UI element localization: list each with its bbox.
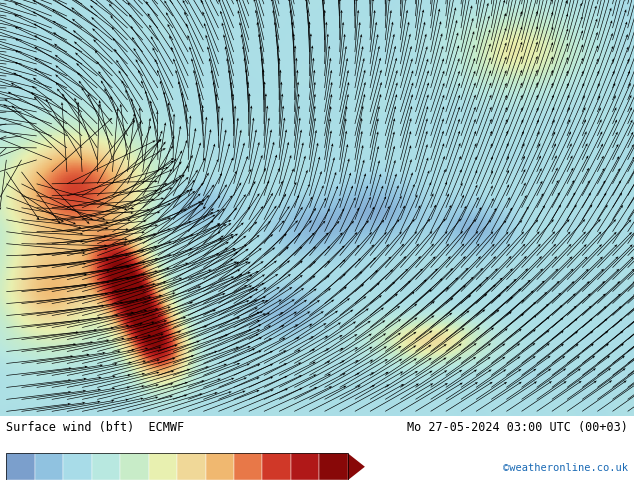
Text: ©weatheronline.co.uk: ©weatheronline.co.uk [503,463,628,473]
Bar [177,453,205,480]
FancyArrow shape [348,453,365,480]
Bar [262,453,291,480]
Bar [291,453,320,480]
Bar [63,453,92,480]
Bar [6,453,35,480]
Text: Mo 27-05-2024 03:00 UTC (00+03): Mo 27-05-2024 03:00 UTC (00+03) [407,421,628,435]
Bar [148,453,177,480]
Bar [92,453,120,480]
Bar [234,453,262,480]
Bar [120,453,148,480]
Text: Surface wind (bft)  ECMWF: Surface wind (bft) ECMWF [6,421,184,435]
Bar [35,453,63,480]
Bar [205,453,234,480]
Bar [320,453,348,480]
